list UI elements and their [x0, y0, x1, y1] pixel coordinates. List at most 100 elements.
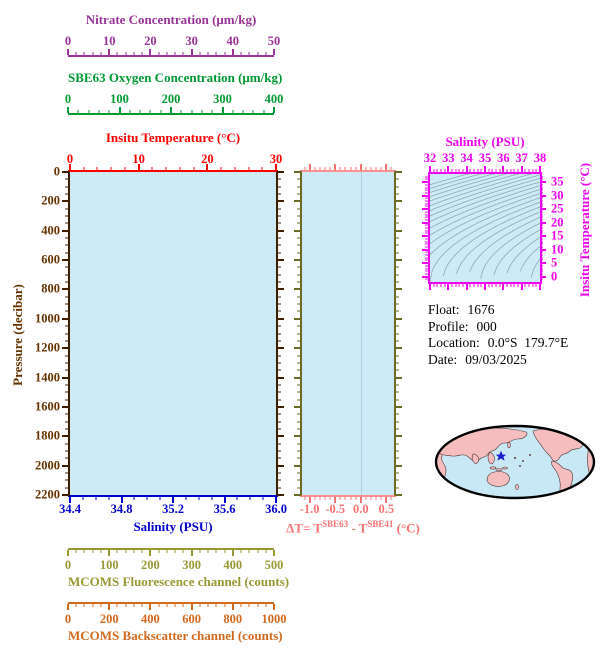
tick-label: 0.5 [378, 502, 395, 516]
tick-label: 0 [64, 558, 72, 572]
tick-label: 2200 [35, 487, 60, 502]
temperature-tick-labels: 0 10 20 30 [66, 152, 282, 166]
tick-label: 200 [161, 92, 181, 106]
info-row-profile: Profile: 000 [428, 318, 497, 334]
fluorescence-axis: 0 100 200 300 400 500 MCOMS Fluorescence chan… [64, 548, 290, 592]
tick-label: 400 [141, 612, 160, 626]
tick-label: 100 [99, 558, 119, 572]
tick-label: 0 [53, 164, 60, 179]
tick-label: 5 [551, 255, 558, 270]
tick-label: 30 [185, 34, 198, 48]
tick-label: 300 [213, 92, 232, 106]
tick-label: 1400 [35, 370, 60, 385]
ts-plot [428, 172, 542, 284]
tick-label: 34.4 [59, 502, 81, 516]
oxygen-tick-labels: 0 100 200 300 400 [64, 92, 284, 106]
fluorescence-tick-labels: 0 100 200 300 400 500 [64, 558, 284, 572]
info-row-date: Date: 09/03/2025 [428, 351, 527, 367]
ts-salinity-tick-labels: 32 33 34 35 36 37 38 [424, 151, 547, 165]
tick-label: -1.0 [299, 502, 320, 516]
tick-label: 36 [497, 151, 510, 165]
main-profile-plot [68, 170, 278, 497]
tick-label: 34.8 [110, 502, 133, 516]
tick-label: 0.0 [352, 502, 369, 516]
tick-label: 1600 [35, 399, 60, 414]
float-position-star-icon [495, 450, 507, 461]
fluorescence-ticks [67, 550, 275, 556]
delta-t-zero-line [360, 172, 362, 495]
delta-t-left-ticks [294, 171, 300, 496]
tick-label: 35 [551, 174, 564, 189]
float-info: Float: 1676 Profile: 000 Location: 0.0°S… [428, 302, 606, 368]
tick-label: 0 [551, 269, 558, 284]
tick-label: 1800 [35, 428, 60, 443]
pressure-axis-title: Pressure (decibar) [10, 284, 25, 386]
backscatter-ticks [67, 604, 275, 610]
tick-label: 38 [533, 151, 547, 165]
nitrate-axis-title: Nitrate Concentration (μm/kg) [85, 12, 257, 27]
temperature-axis-title: Insitu Temperature (°C) [105, 130, 241, 145]
tick-label: 30 [269, 152, 283, 166]
backscatter-axis-title: MCOMS Backscatter channel (counts) [68, 628, 283, 643]
oxygen-axis-title: SBE63 Oxygen Concentration (μm/kg) [68, 70, 283, 85]
tick-label: 1200 [35, 340, 60, 355]
delta-t-right-ticks [396, 171, 402, 496]
tick-label: 200 [41, 193, 60, 208]
tick-label: 0 [66, 152, 74, 166]
tick-label: 200 [99, 612, 119, 626]
info-row-location: Location: 0.0°S 179.7°E [428, 335, 569, 350]
tick-label: 25 [551, 201, 564, 216]
tick-label: 37 [515, 151, 528, 165]
ts-temperature-axis-title: Insitu Temperature (°C) [577, 162, 592, 298]
tick-label: 20 [551, 215, 564, 230]
delta-t-plot [300, 170, 396, 497]
world-map [434, 424, 596, 500]
tick-label: 50 [267, 34, 281, 48]
tick-label: 500 [264, 558, 284, 572]
tick-label: 800 [223, 612, 243, 626]
tick-label: 40 [226, 34, 240, 48]
tick-label: 2000 [35, 458, 60, 473]
tick-label: 33 [442, 151, 455, 165]
tick-label: 20 [201, 152, 214, 166]
tick-label: 600 [41, 252, 60, 267]
fluorescence-axis-title: MCOMS Fluorescence channel (counts) [68, 574, 290, 589]
info-row-float: Float: 1676 [428, 302, 495, 317]
tick-label: 30 [551, 188, 564, 203]
tick-label: 300 [182, 558, 201, 572]
delta-t-axis-title: ΔT= TSBE63 - TSBE41 (°C) [286, 519, 420, 536]
salinity-tick-labels: 34.4 34.8 35.2 35.6 36.0 [59, 502, 287, 516]
backscatter-tick-labels: 0 200 400 600 800 1000 [64, 612, 287, 626]
tick-label: 20 [144, 34, 157, 48]
tick-label: 10 [132, 152, 145, 166]
nitrate-ticks [67, 49, 275, 55]
tick-label: 34 [460, 151, 473, 165]
tick-label: 800 [41, 281, 60, 296]
tick-label: 200 [141, 558, 160, 572]
nitrate-axis-line [68, 55, 274, 57]
tick-label: 0 [64, 612, 72, 626]
pressure-tick-labels: 0 200 400 600 800 1000 1200 1400 1600 1800 2000 220… [26, 165, 60, 502]
map-outline [434, 424, 596, 500]
tick-label: 0 [64, 92, 72, 106]
ts-top-ticks [429, 166, 541, 172]
temperature-axis: Insitu Temperature (°C) 0 10 20 30 [66, 130, 282, 166]
tick-label: 400 [223, 558, 243, 572]
nitrate-axis: Nitrate Concentration (μm/kg) 0 10 20 30 40 5… [64, 12, 280, 58]
ts-right-ticks [540, 174, 546, 282]
tick-label: 0 [64, 34, 72, 48]
backscatter-axis: 0 200 400 600 800 1000 MCOMS Backscatter chan… [64, 602, 287, 646]
ts-temperature-tick-labels: 0 5 10 15 20 25 30 35 [551, 174, 575, 284]
pressure-ticks [62, 171, 68, 496]
tick-label: 32 [423, 151, 437, 165]
tick-label: 10 [102, 34, 116, 48]
tick-label: -0.5 [325, 502, 346, 516]
ts-salinity-axis-title: Salinity (PSU) [445, 134, 525, 149]
tick-label: 35.6 [213, 502, 236, 516]
main-plot-top-ticks [69, 164, 277, 170]
ts-bottom-ticks [429, 284, 541, 290]
main-plot-bottom-ticks [69, 497, 277, 503]
tick-label: 15 [551, 228, 564, 243]
tick-label: 35 [478, 151, 492, 165]
